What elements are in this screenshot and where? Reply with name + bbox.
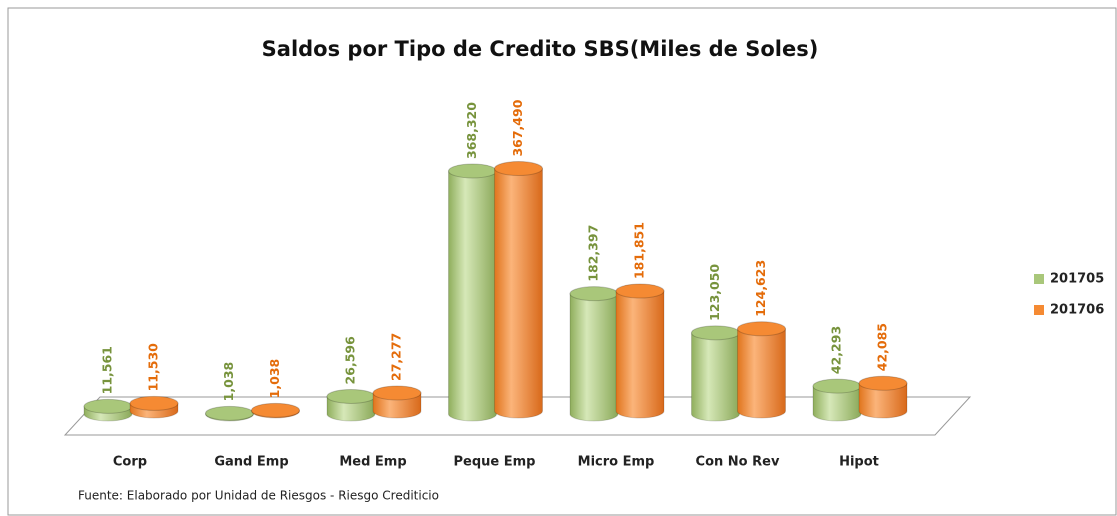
bar-body	[494, 168, 543, 419]
data-label: 181,851	[632, 222, 647, 279]
bar-top	[205, 405, 254, 421]
bar-top	[251, 402, 300, 418]
bar	[205, 405, 254, 422]
data-label: 1,038	[221, 362, 236, 402]
bar	[812, 378, 862, 422]
chart-frame	[7, 7, 1117, 516]
x-tick-label: Gand Emp	[214, 455, 288, 470]
bar	[372, 385, 422, 419]
bar-body	[326, 395, 376, 422]
x-tick-label: Peque Emp	[454, 455, 536, 470]
bar-top	[858, 375, 908, 391]
data-label: 367,490	[510, 99, 525, 156]
x-tick-label: Con No Rev	[696, 455, 780, 470]
data-label: 27,277	[389, 333, 404, 381]
legend-label: 201705	[1050, 272, 1104, 287]
data-label: 42,085	[875, 323, 890, 371]
legend-swatch	[1034, 305, 1044, 315]
bar-body	[858, 382, 908, 419]
bar-body	[737, 328, 786, 419]
bar	[858, 375, 908, 419]
bar-top	[326, 388, 376, 404]
data-label: 11,561	[100, 346, 115, 394]
data-label: 42,293	[829, 326, 844, 374]
bar	[448, 163, 497, 422]
bar-top	[83, 398, 133, 414]
bar-top	[691, 325, 740, 341]
data-label: 123,050	[707, 264, 722, 321]
data-label: 26,596	[343, 336, 358, 385]
bar	[737, 321, 786, 419]
bar-top	[615, 283, 665, 299]
x-tick-label: Hipot	[839, 455, 879, 470]
bar	[326, 388, 376, 422]
bar	[615, 283, 665, 419]
bar-top	[494, 161, 543, 177]
x-tick-label: Micro Emp	[578, 455, 655, 470]
bar-body	[812, 385, 862, 422]
bar-body	[372, 392, 422, 419]
bar-top	[737, 321, 786, 337]
bar-top	[129, 395, 179, 411]
bar-top	[569, 286, 619, 302]
bar-body	[691, 332, 740, 422]
bar-body	[448, 170, 497, 422]
bar	[569, 286, 619, 422]
data-label: 11,530	[146, 343, 161, 392]
bar	[251, 402, 300, 419]
data-label: 368,320	[464, 102, 479, 159]
x-tick-label: Med Emp	[339, 455, 406, 470]
chart-title: Saldos por Tipo de Credito SBS(Miles de …	[262, 37, 819, 61]
bar	[83, 398, 133, 422]
data-label: 124,623	[753, 260, 768, 317]
bar	[691, 325, 740, 422]
x-tick-label: Corp	[113, 455, 147, 470]
data-label: 182,397	[586, 225, 601, 282]
bar	[494, 161, 543, 419]
bar	[129, 395, 179, 419]
bar-top	[372, 385, 422, 401]
data-label: 1,038	[267, 359, 282, 399]
bar-body	[615, 290, 665, 419]
legend-label: 201706	[1050, 303, 1104, 318]
legend-swatch	[1034, 274, 1044, 284]
source-note: Fuente: Elaborado por Unidad de Riesgos …	[78, 489, 439, 503]
bar-top	[448, 163, 497, 179]
bar-top	[812, 378, 862, 394]
bar-body	[569, 293, 619, 422]
